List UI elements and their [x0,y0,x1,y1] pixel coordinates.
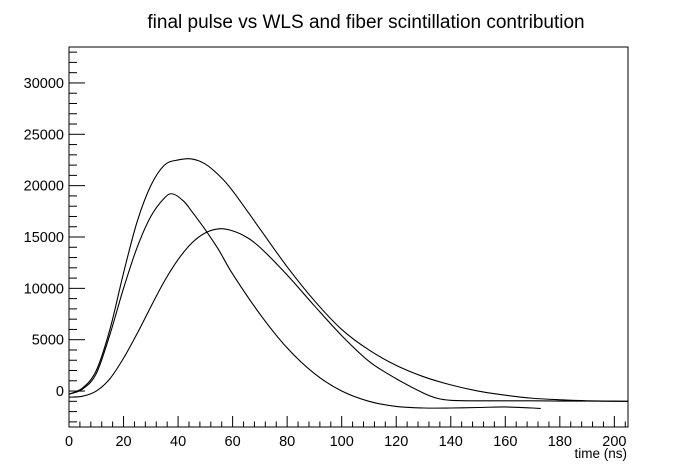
x-tick-label: 0 [65,434,73,450]
y-tick-label: 10000 [24,281,64,297]
y-tick-label: 20000 [24,179,64,195]
x-tick-label: 180 [548,434,572,450]
x-tick-label: 60 [225,434,241,450]
plot-frame [68,46,629,428]
y-tick-label: 5000 [32,333,64,349]
series-line-2 [68,193,541,410]
x-tick-label: 120 [384,434,408,450]
y-tick-label: 25000 [24,127,64,143]
y-axis-ticks [69,51,85,423]
x-tick-label: 20 [115,434,131,450]
x-tick-label: 100 [330,434,354,450]
x-tick-label: 140 [439,434,463,450]
y-tick-label: 0 [56,384,64,400]
series-line-1 [68,158,629,402]
y-axis-tick-labels: 0 5000 10000 15000 20000 25000 30000 [24,76,64,400]
x-tick-label: 80 [279,434,295,450]
x-axis-ticks [68,416,626,427]
x-axis-tick-labels: 0 20 40 60 80 100 120 140 160 180 200 [65,434,627,450]
series-line-3 [68,228,629,402]
x-tick-label: 200 [602,434,626,450]
x-axis-title: time (ns) [574,446,627,461]
x-tick-label: 160 [493,434,517,450]
y-tick-label: 30000 [24,76,64,92]
x-tick-label: 40 [170,434,186,450]
chart-title: final pulse vs WLS and fiber scintillati… [147,12,584,33]
series-lines [68,158,629,410]
y-tick-label: 15000 [24,230,64,246]
